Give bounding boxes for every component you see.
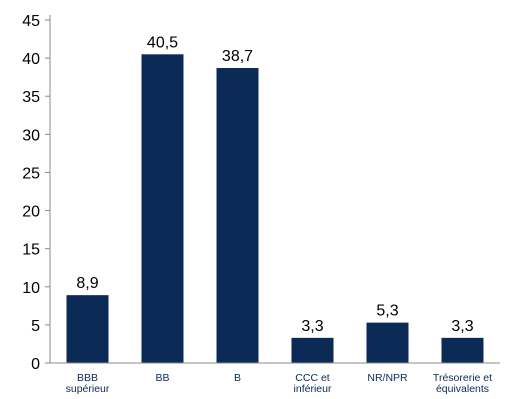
- x-tick-label: NR/NPR: [367, 372, 408, 384]
- x-tick-label: BB: [155, 372, 169, 384]
- data-label: 38,7: [222, 48, 253, 65]
- data-label: 40,5: [147, 34, 178, 51]
- y-tick-label: 10: [22, 280, 40, 297]
- y-tick-label: 20: [22, 204, 40, 221]
- bars: [66, 54, 484, 364]
- bar: [141, 54, 184, 364]
- x-tick-label: supérieur: [66, 383, 110, 395]
- x-tick-label: CCC et: [295, 372, 330, 384]
- bar: [366, 322, 409, 363]
- y-axis: 0 5 10 15 20 25 30 35 40 45: [22, 13, 51, 373]
- bar: [291, 337, 334, 363]
- y-tick-label: 15: [22, 242, 40, 259]
- x-tick-label: Trésorerie et: [433, 372, 492, 384]
- y-tick-label: 5: [31, 318, 40, 335]
- data-label: 3,3: [451, 318, 473, 335]
- bar: [66, 295, 109, 363]
- bar: [441, 337, 484, 363]
- data-label: 5,3: [376, 303, 398, 320]
- data-label: 3,3: [301, 318, 323, 335]
- bar: [216, 68, 259, 364]
- y-tick-label: 40: [22, 51, 40, 68]
- x-tick-label: équivalents: [436, 383, 489, 395]
- y-tick-label: 0: [31, 356, 40, 373]
- x-tick-label: BBB: [77, 372, 98, 384]
- data-label: 8,9: [76, 275, 98, 292]
- x-tick-label: B: [234, 372, 241, 384]
- y-tick-label: 45: [22, 13, 40, 30]
- y-tick-label: 25: [22, 165, 40, 182]
- x-tick-label: inférieur: [294, 383, 332, 395]
- data-labels: 8,9 40,5 38,7 3,3 5,3 3,3: [76, 34, 473, 335]
- y-tick-label: 35: [22, 89, 40, 106]
- y-tick-label: 30: [22, 127, 40, 144]
